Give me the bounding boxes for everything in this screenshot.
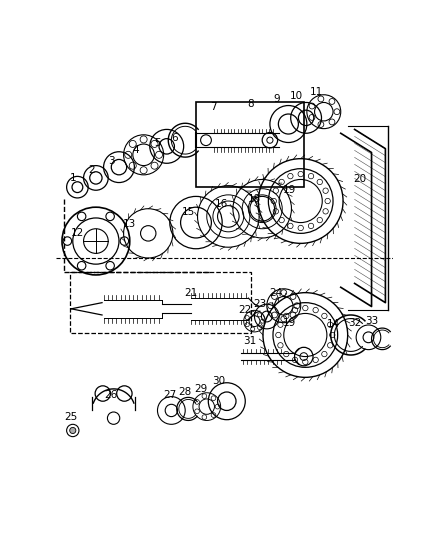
- Text: 14: 14: [326, 319, 340, 329]
- Text: 25: 25: [65, 411, 78, 422]
- Text: 22: 22: [239, 305, 252, 316]
- Text: 7: 7: [210, 102, 216, 112]
- Text: 29: 29: [194, 384, 207, 394]
- Text: 32: 32: [348, 318, 361, 328]
- Text: 19: 19: [283, 318, 297, 328]
- Text: 3: 3: [108, 156, 115, 166]
- Text: 5: 5: [154, 138, 161, 148]
- Text: 8: 8: [247, 99, 254, 109]
- Text: 31: 31: [243, 336, 257, 346]
- Text: 20: 20: [353, 174, 367, 184]
- Circle shape: [70, 427, 76, 433]
- Text: 1: 1: [70, 173, 76, 183]
- Text: 9: 9: [273, 94, 280, 104]
- Text: 28: 28: [179, 387, 192, 397]
- Text: 4: 4: [133, 145, 139, 155]
- Text: 12: 12: [71, 228, 84, 238]
- Text: 23: 23: [253, 299, 266, 309]
- Text: 27: 27: [163, 390, 177, 400]
- Text: 10: 10: [290, 91, 303, 101]
- Text: 19: 19: [283, 185, 297, 195]
- Text: 16: 16: [215, 199, 228, 209]
- Text: 18: 18: [248, 195, 261, 205]
- Text: 13: 13: [122, 219, 136, 229]
- Text: 24: 24: [269, 288, 283, 298]
- Bar: [196, 102, 304, 187]
- Text: 6: 6: [171, 133, 178, 143]
- Text: 33: 33: [365, 316, 378, 326]
- Text: 21: 21: [184, 288, 197, 298]
- Text: 2: 2: [88, 165, 95, 175]
- Text: 30: 30: [212, 376, 226, 386]
- Text: 15: 15: [182, 207, 195, 217]
- Text: 26: 26: [105, 390, 118, 400]
- Text: 11: 11: [310, 87, 323, 96]
- Bar: [70, 272, 251, 334]
